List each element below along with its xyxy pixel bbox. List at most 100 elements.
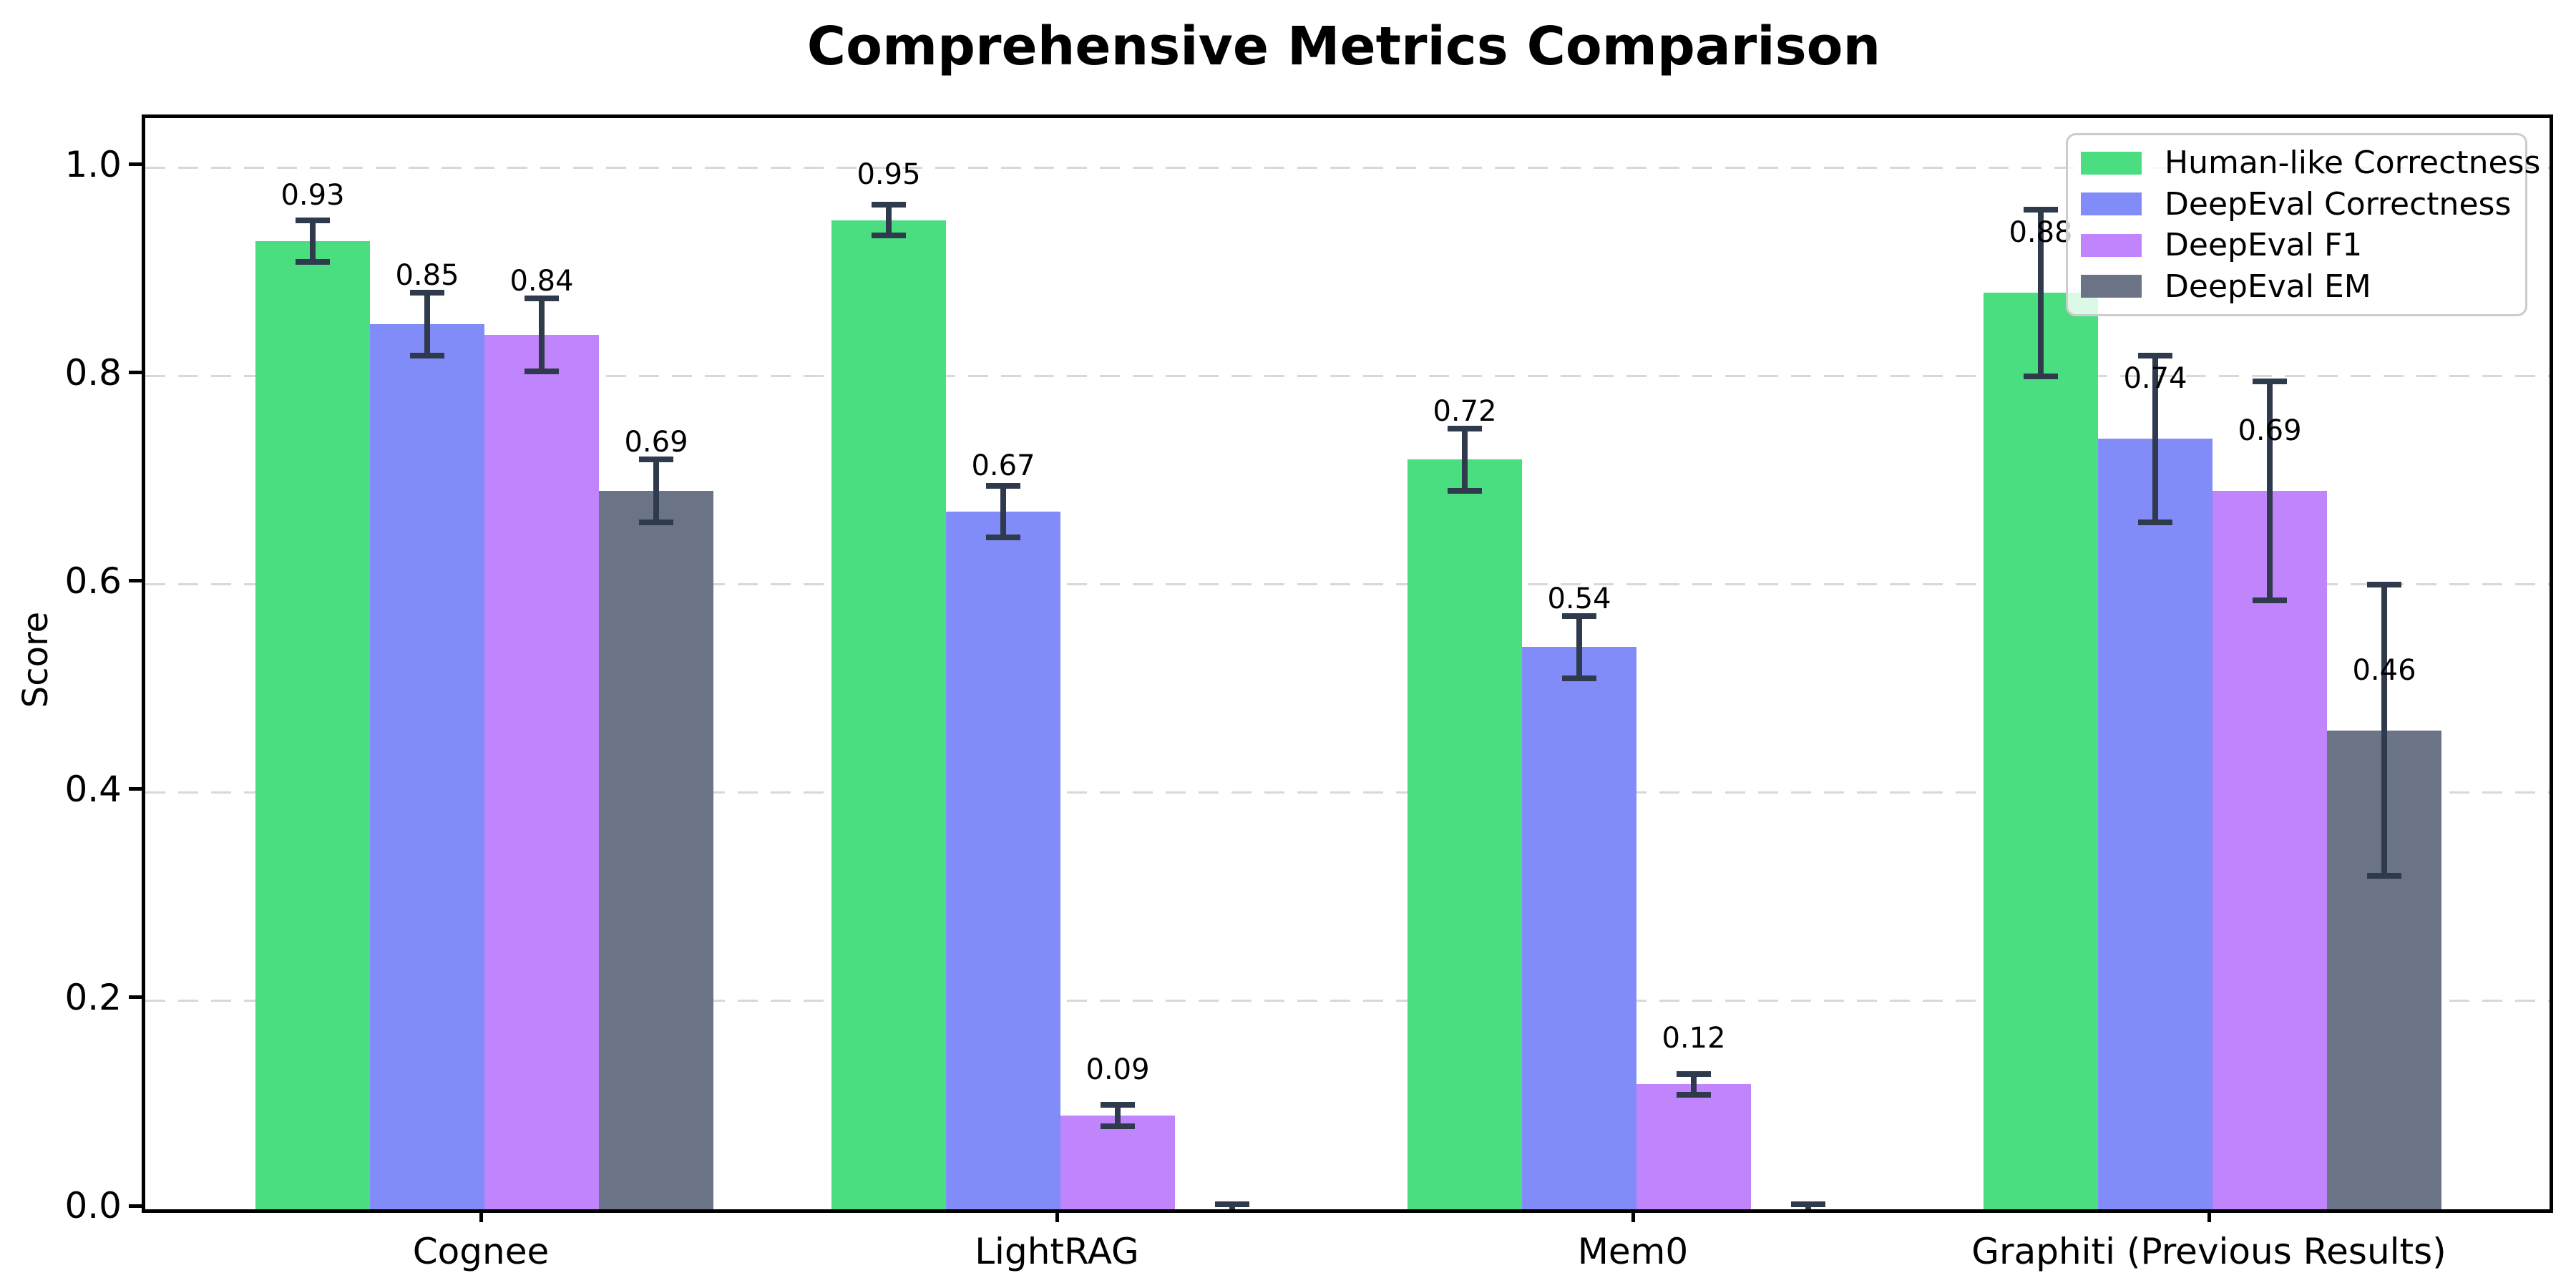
error-bar-cap-bottom xyxy=(1791,1211,1825,1213)
error-bar-cap-top xyxy=(525,295,559,301)
error-bar-cap-bottom xyxy=(986,535,1020,541)
error-bar-cap-bottom xyxy=(296,258,330,265)
bar xyxy=(1984,293,2098,1209)
bar-value-label: 0.93 xyxy=(280,178,345,212)
x-tick-mark xyxy=(2207,1209,2211,1222)
x-tick-mark xyxy=(1055,1209,1059,1222)
error-bar-cap-top xyxy=(296,217,330,223)
chart-title: Comprehensive Metrics Comparison xyxy=(806,16,1881,77)
error-bar-line xyxy=(653,459,659,522)
error-bar-cap-bottom xyxy=(2367,873,2401,879)
error-bar-cap-bottom xyxy=(872,233,906,239)
legend-swatch xyxy=(2081,151,2142,175)
error-bar-cap-top xyxy=(410,290,444,296)
legend-label: DeepEval EM xyxy=(2165,268,2371,305)
legend-swatch xyxy=(2081,275,2142,298)
legend-item: DeepEval Correctness xyxy=(2068,184,2525,225)
error-bar-line xyxy=(310,220,316,262)
error-bar-cap-bottom xyxy=(2024,373,2058,379)
error-bar-line xyxy=(539,298,545,371)
legend-item: DeepEval F1 xyxy=(2068,225,2525,266)
bar-value-label: 0.69 xyxy=(2238,414,2302,447)
bar-value-label: 0.72 xyxy=(1433,394,1497,428)
y-tick-mark xyxy=(129,995,142,1000)
gridline xyxy=(145,167,2550,170)
error-bar-cap-bottom xyxy=(525,368,559,374)
error-bar-line xyxy=(1691,1073,1697,1095)
bar xyxy=(1407,459,1522,1209)
bar-value-label: 0.69 xyxy=(624,426,688,459)
error-bar-cap-top xyxy=(2024,207,2058,213)
y-tick-mark xyxy=(129,162,142,167)
y-tick-label: 1.0 xyxy=(64,143,122,185)
error-bar-cap-top xyxy=(872,201,906,208)
y-tick-label: 0.4 xyxy=(64,768,122,810)
error-bar-line xyxy=(1462,428,1468,491)
legend-label: DeepEval F1 xyxy=(2165,227,2363,264)
legend-swatch xyxy=(2081,233,2142,257)
error-bar-line xyxy=(1115,1105,1121,1126)
bar-value-label: 0.88 xyxy=(2009,216,2073,250)
error-bar-line xyxy=(2381,584,2387,877)
error-bar-cap-top xyxy=(1562,613,1596,619)
bar-value-label: 0.67 xyxy=(971,449,1035,483)
error-bar-cap-bottom xyxy=(1448,487,1482,494)
error-bar-cap-top xyxy=(1448,425,1482,431)
gridline xyxy=(145,375,2550,378)
legend-label: DeepEval Correctness xyxy=(2165,185,2512,223)
error-bar-cap-top xyxy=(639,457,673,463)
x-tick-label: Cognee xyxy=(412,1231,550,1272)
error-bar-cap-bottom xyxy=(410,352,444,358)
bar xyxy=(1636,1084,1751,1209)
legend-swatch xyxy=(2081,192,2142,216)
x-tick-label: Mem0 xyxy=(1577,1231,1689,1272)
error-bar-line xyxy=(2038,210,2044,376)
error-bar-cap-top xyxy=(1677,1070,1711,1077)
bar xyxy=(946,512,1060,1209)
error-bar-cap-top xyxy=(1215,1201,1249,1207)
bar-value-label: 0.95 xyxy=(857,157,921,191)
y-tick-label: 0.8 xyxy=(64,351,122,394)
legend-item: Human-like Correctness xyxy=(2068,142,2540,184)
bar xyxy=(599,490,713,1209)
bar xyxy=(1060,1116,1175,1209)
y-tick-mark xyxy=(129,787,142,791)
x-tick-mark xyxy=(479,1209,483,1222)
bar xyxy=(2212,490,2327,1209)
bar xyxy=(1522,647,1636,1209)
y-tick-mark xyxy=(129,371,142,375)
y-tick-label: 0.0 xyxy=(64,1185,122,1226)
y-tick-label: 0.2 xyxy=(64,976,122,1018)
error-bar-line xyxy=(886,204,892,236)
bar-value-label: 0.46 xyxy=(2352,653,2416,687)
legend-label: Human-like Correctness xyxy=(2165,145,2541,182)
bar-value-label: 0.74 xyxy=(2123,362,2187,396)
error-bar-line xyxy=(2267,381,2273,600)
gridline xyxy=(145,583,2550,586)
error-bar-cap-bottom xyxy=(2138,519,2172,525)
bar-value-label: 0.54 xyxy=(1547,582,1611,615)
error-bar-cap-top xyxy=(1101,1102,1135,1108)
error-bar-cap-bottom xyxy=(639,519,673,525)
bar xyxy=(2098,439,2212,1209)
bar-value-label: 0.09 xyxy=(1085,1053,1150,1087)
y-tick-mark xyxy=(129,1204,142,1208)
legend-item: DeepEval EM xyxy=(2068,266,2525,308)
bar-value-label: 0.84 xyxy=(509,264,574,298)
error-bar-cap-bottom xyxy=(1215,1211,1249,1213)
y-tick-label: 0.6 xyxy=(64,560,122,602)
x-tick-mark xyxy=(1631,1209,1635,1222)
error-bar-cap-bottom xyxy=(1677,1091,1711,1098)
x-tick-label: Graphiti (Previous Results) xyxy=(1971,1231,2446,1272)
bar-value-label: 0.12 xyxy=(1662,1022,1726,1055)
gridline xyxy=(145,791,2550,794)
error-bar-cap-top xyxy=(2253,379,2287,385)
error-bar-line xyxy=(424,293,430,356)
error-bar-cap-bottom xyxy=(1101,1123,1135,1129)
x-tick-label: LightRAG xyxy=(975,1231,1139,1272)
error-bar-cap-top xyxy=(986,482,1020,489)
error-bar-line xyxy=(1576,615,1582,678)
error-bar-cap-bottom xyxy=(1562,675,1596,681)
y-tick-mark xyxy=(129,579,142,583)
